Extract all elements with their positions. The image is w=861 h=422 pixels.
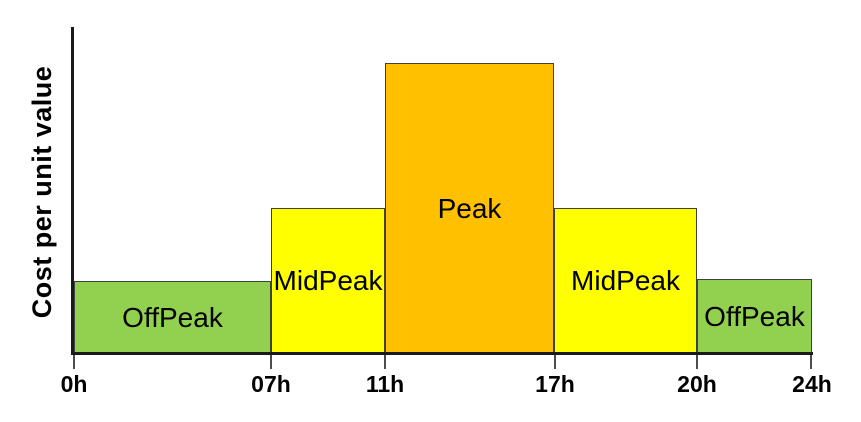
x-axis-tick xyxy=(810,355,812,369)
x-axis-tick xyxy=(384,355,386,369)
bar-offpeak-night: OffPeak xyxy=(697,279,812,354)
x-tick-label-11h: 11h xyxy=(365,371,405,397)
bar-label: Peak xyxy=(437,192,502,224)
bar-midpeak-evening: MidPeak xyxy=(554,208,697,354)
y-axis-label: Cost per unit value xyxy=(27,65,57,319)
x-tick-label-07h: 07h xyxy=(251,371,291,397)
x-axis-tick xyxy=(270,355,272,369)
x-tick-label-17h: 17h xyxy=(535,371,575,397)
x-tick-label-24h: 24h xyxy=(792,371,832,397)
x-tick-label-20h: 20h xyxy=(677,371,717,397)
x-axis-tick xyxy=(73,355,75,369)
x-axis-line xyxy=(71,352,813,355)
bar-peak: Peak xyxy=(385,63,554,354)
x-axis-tick xyxy=(554,355,556,369)
x-tick-label-0h: 0h xyxy=(60,371,88,397)
bar-label: OffPeak xyxy=(122,301,223,333)
bar-offpeak-morning: OffPeak xyxy=(74,281,271,354)
bar-label: OffPeak xyxy=(704,300,805,332)
x-axis-tick xyxy=(696,355,698,369)
bar-label: MidPeak xyxy=(273,265,383,296)
y-axis-line xyxy=(71,27,74,355)
bar-label: MidPeak xyxy=(571,265,680,296)
bar-midpeak-morning: MidPeak xyxy=(271,208,385,354)
